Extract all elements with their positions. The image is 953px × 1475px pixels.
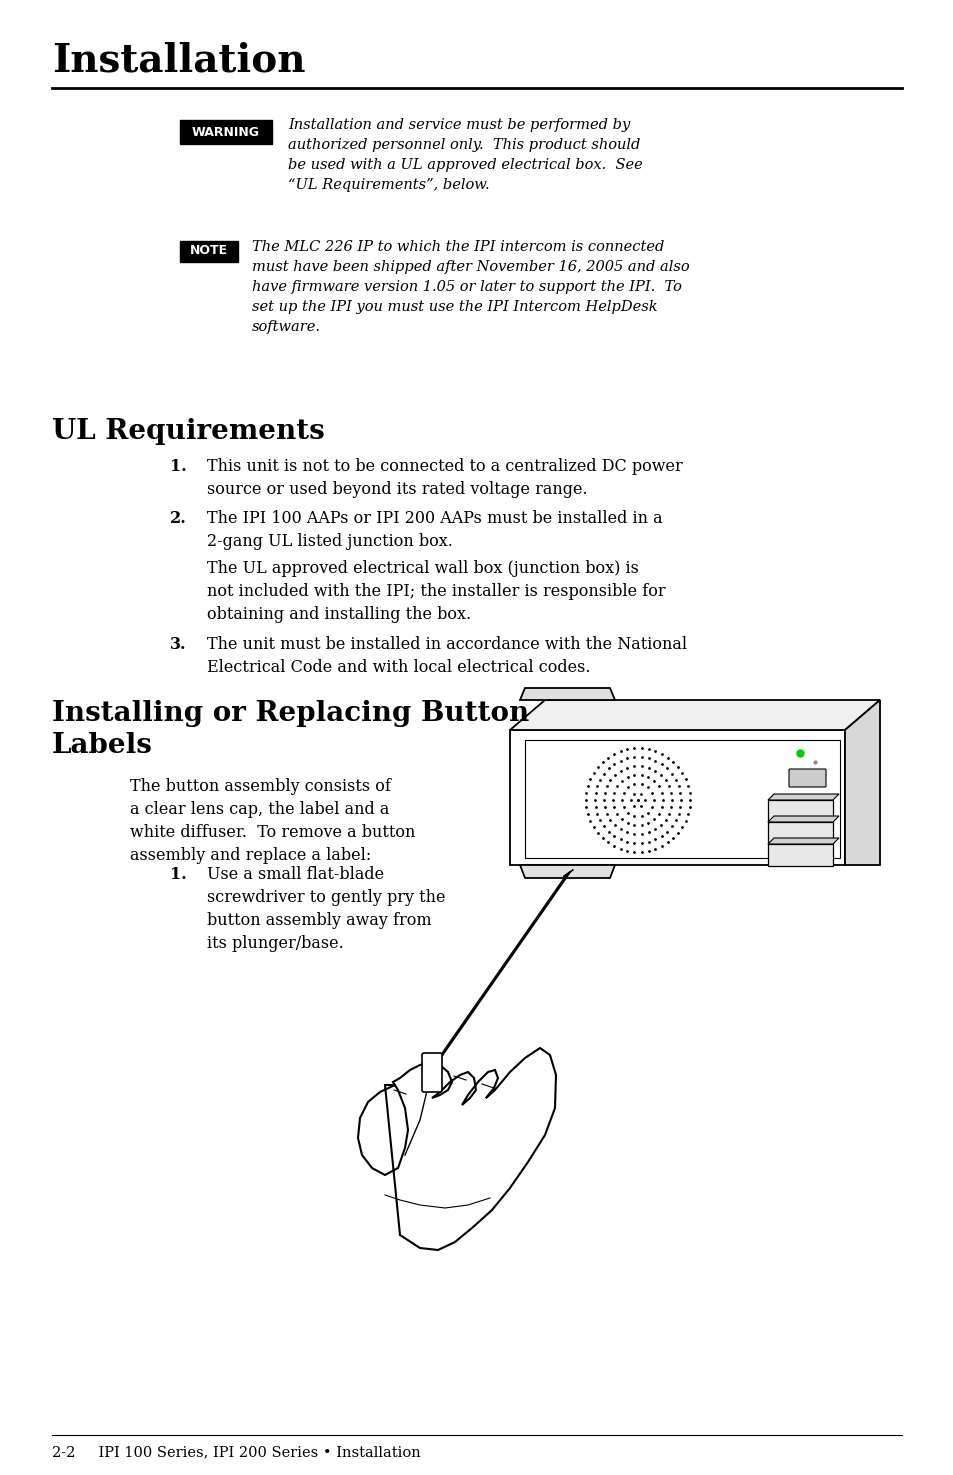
Polygon shape: [563, 870, 573, 876]
Polygon shape: [767, 816, 838, 822]
Polygon shape: [767, 838, 838, 844]
Text: Labels: Labels: [52, 732, 152, 760]
Polygon shape: [519, 687, 615, 701]
Text: 3.: 3.: [170, 636, 186, 653]
Polygon shape: [844, 701, 879, 864]
Text: 2-2     IPI 100 Series, IPI 200 Series • Installation: 2-2 IPI 100 Series, IPI 200 Series • Ins…: [52, 1446, 420, 1459]
Polygon shape: [767, 799, 832, 822]
Text: The IPI 100 AAPs or IPI 200 AAPs must be installed in a
2-gang UL listed junctio: The IPI 100 AAPs or IPI 200 AAPs must be…: [207, 510, 662, 550]
Text: UL Requirements: UL Requirements: [52, 417, 324, 445]
Text: 1.: 1.: [170, 866, 187, 884]
Polygon shape: [767, 844, 832, 866]
Text: 2.: 2.: [170, 510, 187, 527]
Polygon shape: [357, 1049, 556, 1249]
Text: 1.: 1.: [170, 459, 187, 475]
Text: The MLC 226 IP to which the IPI intercom is connected
must have been shipped aft: The MLC 226 IP to which the IPI intercom…: [252, 240, 689, 335]
Text: Use a small flat-blade
screwdriver to gently pry the
button assembly away from
i: Use a small flat-blade screwdriver to ge…: [207, 866, 445, 951]
Polygon shape: [767, 794, 838, 799]
Polygon shape: [519, 864, 615, 878]
Text: This unit is not to be connected to a centralized DC power
source or used beyond: This unit is not to be connected to a ce…: [207, 459, 682, 499]
Bar: [180, 119, 272, 145]
Bar: [180, 240, 237, 263]
Polygon shape: [767, 822, 832, 844]
Polygon shape: [510, 701, 879, 730]
FancyBboxPatch shape: [788, 768, 825, 788]
Text: WARNING: WARNING: [192, 125, 260, 139]
Text: The unit must be installed in accordance with the National
Electrical Code and w: The unit must be installed in accordance…: [207, 636, 686, 676]
Text: Installation: Installation: [52, 41, 305, 80]
Text: NOTE: NOTE: [190, 245, 228, 258]
Text: Installation and service must be performed by
authorized personnel only.  This p: Installation and service must be perform…: [288, 118, 642, 192]
Text: The button assembly consists of
a clear lens cap, the label and a
white diffuser: The button assembly consists of a clear …: [130, 777, 415, 863]
Polygon shape: [510, 730, 844, 864]
Text: Installing or Replacing Button: Installing or Replacing Button: [52, 701, 529, 727]
Polygon shape: [524, 740, 840, 858]
Text: The UL approved electrical wall box (junction box) is
not included with the IPI;: The UL approved electrical wall box (jun…: [207, 560, 665, 622]
FancyBboxPatch shape: [421, 1053, 441, 1092]
